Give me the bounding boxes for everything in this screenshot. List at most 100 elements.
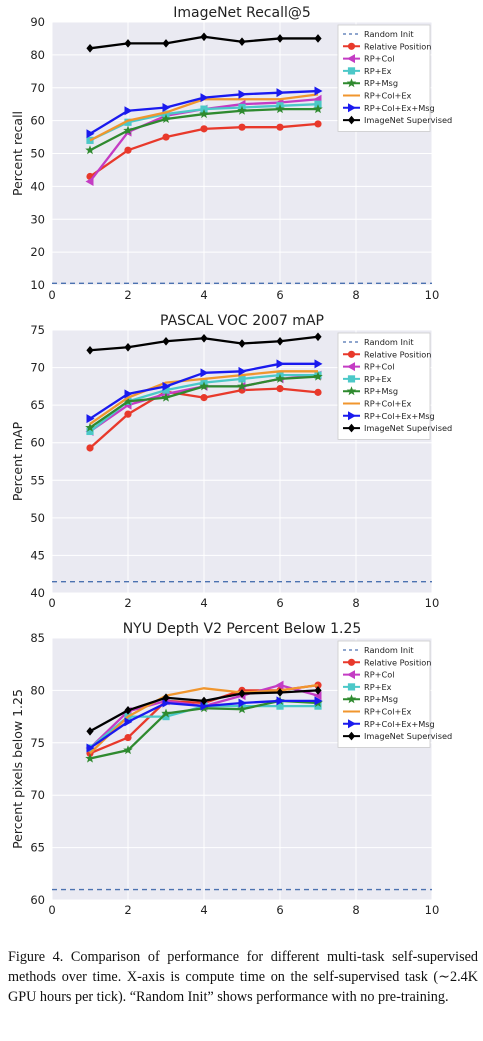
legend-marker (348, 103, 356, 113)
figure-caption: Figure 4. Comparison of performance for … (8, 949, 478, 1005)
data-point (276, 688, 284, 697)
legend-marker (347, 670, 355, 680)
data-point (86, 414, 95, 424)
data-point (314, 388, 322, 396)
series-rp-msg (85, 371, 323, 432)
y-tick-label: 90 (30, 15, 45, 29)
data-point (124, 410, 132, 418)
data-point (238, 37, 246, 47)
legend-label: RP+Msg (364, 386, 398, 396)
data-point (162, 386, 170, 394)
y-tick-label: 30 (30, 212, 45, 226)
data-point (314, 359, 323, 369)
data-point (314, 696, 323, 706)
data-point (86, 44, 94, 53)
y-tick-label: 60 (30, 893, 45, 907)
y-tick-label: 50 (30, 147, 45, 161)
data-point (238, 339, 246, 348)
data-point (86, 129, 95, 139)
data-point (85, 422, 95, 432)
legend-label: RP+Ex (364, 66, 392, 76)
legend-label: ImageNet Supervised (364, 115, 452, 125)
y-tick-label: 85 (30, 631, 45, 645)
legend-label: RP+Ex (364, 374, 392, 384)
y-tick-label: 70 (30, 81, 45, 95)
data-point (237, 105, 247, 115)
legend-label: Random Init (364, 29, 414, 39)
x-tick-label: 8 (352, 288, 359, 302)
x-tick-label: 0 (48, 903, 55, 917)
data-point (314, 332, 322, 342)
series-rp-col-ex (89, 370, 318, 425)
data-point (238, 89, 247, 99)
y-tick-label: 65 (30, 841, 45, 855)
y-tick-label: 70 (30, 788, 45, 802)
series-rp-col-ex-msg (86, 696, 323, 753)
legend-marker (346, 694, 357, 704)
data-point (124, 389, 133, 399)
data-point (314, 702, 322, 710)
y-tick-label: 70 (30, 361, 45, 375)
x-tick-label: 6 (276, 903, 283, 917)
legend-box (337, 332, 431, 440)
legend-label: RP+Col+Ex+Msg (364, 719, 435, 729)
data-point (276, 88, 285, 98)
legend-label: ImageNet Supervised (364, 423, 452, 433)
data-point (123, 125, 133, 135)
legend-label: RP+Msg (364, 694, 398, 704)
data-point (124, 106, 133, 116)
series-line (89, 370, 318, 425)
legend-marker (348, 411, 356, 421)
data-point (123, 396, 133, 406)
data-point (238, 375, 246, 383)
legend: Random Init Relative Position RP+Col RP+Ex R… (337, 640, 452, 748)
data-point (86, 427, 94, 436)
legend-marker (347, 67, 356, 75)
y-tick-label: 60 (30, 436, 45, 450)
legend-label: RP+Msg (364, 78, 398, 88)
data-point (276, 359, 285, 369)
legend-label: RP+Col+Ex+Msg (364, 411, 435, 421)
legend-label: RP+Col+Ex (364, 399, 412, 409)
legend-label: RP+Col (364, 362, 395, 372)
legend-marker (346, 78, 357, 88)
data-point (275, 104, 285, 114)
data-point (85, 145, 95, 155)
data-point (276, 34, 284, 43)
data-point (162, 693, 170, 703)
data-point (124, 146, 132, 154)
data-point (162, 713, 170, 721)
x-tick-label: 8 (352, 903, 359, 917)
legend-marker (347, 731, 356, 741)
legend-marker (347, 423, 356, 433)
legend-marker (347, 658, 356, 666)
data-point (200, 125, 208, 133)
legend-box (337, 24, 431, 132)
data-point (85, 176, 94, 186)
series-imagenet-supervised (86, 686, 322, 736)
data-point (86, 726, 94, 736)
data-point (85, 753, 95, 763)
chart-3: 60 65 70 75 80 85 0 2 4 6 8 10 NYU Depth V2 Percent … (10, 621, 452, 917)
x-tick-label: 2 (124, 288, 131, 302)
x-tick-label: 4 (200, 288, 207, 302)
data-point (238, 689, 246, 698)
legend-marker (347, 375, 356, 383)
y-tick-label: 50 (30, 511, 45, 525)
y-tick-label: 75 (30, 323, 45, 337)
data-point (162, 698, 171, 708)
x-tick-label: 2 (124, 596, 131, 610)
y-tick-label: 20 (30, 245, 45, 259)
data-point (161, 113, 171, 124)
legend-label: Random Init (364, 337, 414, 347)
data-point (86, 345, 94, 355)
y-tick-label: 75 (30, 736, 45, 750)
data-point (162, 39, 170, 48)
chart-title: PASCAL VOC 2007 mAP (160, 313, 324, 329)
legend-box (337, 640, 431, 748)
data-point (314, 120, 322, 128)
y-tick-label: 55 (30, 473, 45, 487)
legend-marker (347, 362, 355, 372)
legend-marker (347, 115, 356, 125)
x-tick-label: 8 (352, 596, 359, 610)
